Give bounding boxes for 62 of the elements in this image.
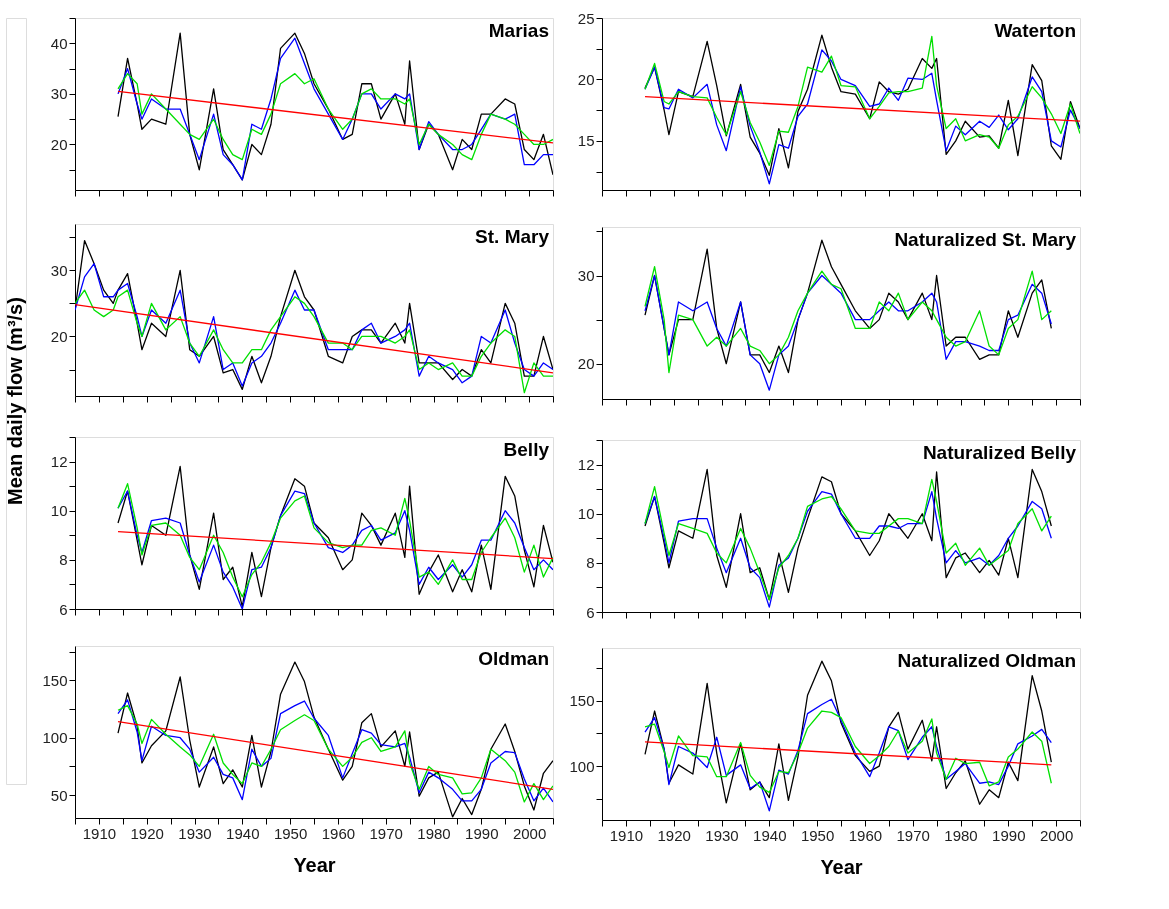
x-axis-title: Year (820, 855, 863, 878)
line-series (644, 266, 1052, 374)
x-tick-label: 1970 (896, 826, 930, 844)
line-series (117, 465, 553, 608)
x-tick-label: 1920 (657, 826, 691, 844)
x-tick-label: 1990 (465, 824, 499, 842)
y-tick-label: 150 (569, 692, 595, 710)
x-tick-label: 1940 (753, 826, 787, 844)
y-tick-label: 100 (42, 729, 68, 747)
x-tick-label: 1920 (130, 824, 164, 842)
y-tick-label: 20 (577, 355, 595, 373)
x-tick-label: 1930 (178, 824, 212, 842)
y-tick-label: 10 (50, 502, 68, 520)
y-tick-label: 30 (577, 267, 595, 285)
y-tick-label: 150 (42, 671, 68, 689)
y-tick-label: 15 (577, 132, 595, 150)
x-tick-label: 1910 (82, 824, 117, 842)
x-axis-title: Year (293, 853, 336, 876)
y-tick-label: 40 (50, 34, 68, 52)
chart-title: Naturalized St. Mary (894, 229, 1077, 250)
y-tick-label: 6 (586, 603, 595, 621)
x-tick-label: 1980 (944, 826, 978, 844)
line-series (644, 710, 1052, 794)
x-tick-label: 2000 (1039, 826, 1074, 844)
chart-title: Waterton (994, 20, 1076, 41)
x-tick-label: 2000 (512, 824, 547, 842)
x-tick-label: 1950 (273, 824, 308, 842)
x-tick-label: 1980 (417, 824, 451, 842)
y-tick-label: 20 (577, 70, 595, 88)
line-series (644, 698, 1052, 812)
y-tick-label: 8 (586, 554, 595, 572)
chart-title: Naturalized Oldman (897, 650, 1076, 671)
x-tick-label: 1960 (848, 826, 883, 844)
y-axis-title: Mean daily flow (m³/s) (4, 297, 26, 505)
x-tick-label: 1910 (609, 826, 644, 844)
chart-title: St. Mary (475, 226, 550, 247)
y-tick-label: 30 (50, 85, 68, 103)
line-series (644, 49, 1080, 185)
x-tick-label: 1940 (226, 824, 260, 842)
x-tick-label: 1960 (321, 824, 356, 842)
chart-title: Naturalized Belly (922, 442, 1077, 463)
line-series (117, 73, 553, 161)
y-tick-label: 100 (569, 757, 595, 775)
y-tick-label: 20 (50, 327, 68, 345)
x-tick-label: 1930 (705, 826, 739, 844)
y-tick-label: 10 (577, 505, 595, 523)
y-tick-label: 20 (50, 135, 68, 153)
chart-title: Belly (503, 439, 550, 460)
y-tick-label: 8 (59, 551, 68, 569)
y-tick-label: 25 (577, 9, 595, 27)
x-tick-label: 1950 (800, 826, 835, 844)
chart-title: Oldman (478, 648, 549, 669)
y-tick-label: 12 (50, 453, 68, 471)
line-series (75, 263, 553, 387)
y-tick-label: 30 (50, 261, 68, 279)
y-tick-label: 50 (50, 786, 68, 804)
x-tick-label: 1970 (369, 824, 403, 842)
line-series (644, 274, 1052, 391)
y-tick-label: 6 (59, 600, 68, 618)
y-tick-label: 12 (577, 456, 595, 474)
x-tick-label: 1990 (992, 826, 1026, 844)
chart-title: Marias (488, 20, 549, 41)
